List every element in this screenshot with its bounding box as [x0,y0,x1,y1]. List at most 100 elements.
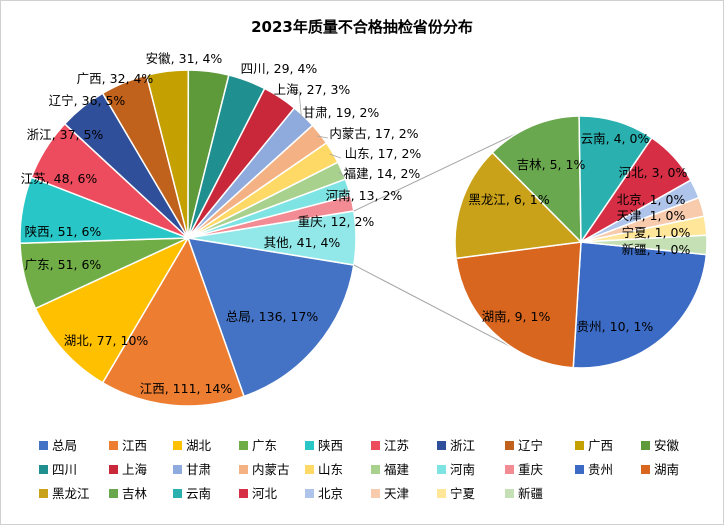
secondary-label-0: 贵州, 10, 1% [577,319,654,334]
legend-label-10: 四川 [52,462,77,477]
secondary-label-9: 新疆, 1, 0% [622,242,691,257]
data-label-12: 甘肃, 19, 2% [303,105,380,120]
legend-label-17: 重庆 [518,462,544,477]
secondary-slice-4 [578,115,653,245]
data-label-15: 福建, 14, 2% [344,166,421,181]
pie-slice-2 [34,236,190,384]
chart-title: 2023年质量不合格抽检省份分布 [251,18,473,36]
data-label-16: 河南, 13, 2% [326,188,403,203]
legend-swatch-19 [641,465,650,474]
secondary-slice-9 [580,234,708,256]
legend-label-8: 广西 [588,438,613,453]
data-label-9: 安徽, 31, 4% [146,51,223,66]
secondary-label-2: 黑龙江, 6, 1% [468,192,549,207]
data-label-17: 重庆, 12, 2% [298,214,375,229]
legend-label-15: 福建 [384,462,410,477]
legend-swatch-16 [437,465,446,474]
legend-swatch-12 [173,465,182,474]
legend-swatch-22 [173,489,182,498]
data-label-5: 江苏, 48, 6% [21,171,98,186]
pie-slice-18 [187,210,357,266]
pie-slice-0 [186,237,355,398]
legend-label-1: 江西 [122,438,147,453]
leader-line-16 [344,188,347,201]
legend-swatch-13 [239,465,248,474]
legend-label-14: 山东 [318,462,343,477]
legend-swatch-9 [641,441,650,450]
legend-swatch-1 [109,441,118,450]
connector-line-top [353,124,535,212]
secondary-label-7: 天津, 1, 0% [617,208,686,223]
secondary-pie [454,115,708,369]
legend-swatch-17 [505,465,514,474]
connector-line-bottom [353,264,535,360]
pie-slice-1 [101,236,245,407]
main-pie [19,69,357,407]
data-label-6: 浙江, 37, 5% [27,127,104,142]
legend-label-27: 新疆 [518,486,543,501]
legend-swatch-10 [39,465,48,474]
legend-label-13: 内蒙古 [252,462,290,477]
legend-label-23: 河北 [252,486,278,501]
legend-swatch-26 [437,489,446,498]
legend-swatch-24 [305,489,314,498]
leader-line-14 [329,153,342,159]
legend-label-9: 安徽 [654,438,680,453]
data-label-0: 总局, 136, 17% [226,309,319,324]
secondary-slice-2 [454,151,583,260]
legend-swatch-18 [575,465,584,474]
legend-label-0: 总局 [52,438,77,453]
leader-line-12 [298,90,302,119]
data-label-2: 湖北, 77, 10% [64,333,149,348]
legend-swatch-7 [505,441,514,450]
data-label-13: 内蒙古, 17, 2% [329,126,418,141]
data-label-1: 江西, 111, 14% [140,381,233,396]
legend-swatch-4 [305,441,314,450]
legend-label-2: 湖北 [186,438,212,453]
secondary-slice-1 [455,241,582,369]
legend-swatch-20 [39,489,48,498]
legend-label-21: 吉林 [122,486,148,501]
secondary-slice-0 [572,241,708,369]
legend-label-5: 江苏 [384,438,409,453]
legend-swatch-23 [239,489,248,498]
secondary-slice-3 [491,115,582,244]
secondary-pie-labels: 贵州, 10, 1% 湖南, 9, 1% 黑龙江, 6, 1% 吉林, 5, 1% 云南… [468,131,690,334]
legend-label-19: 湖南 [654,462,679,477]
legend-label-7: 辽宁 [518,438,543,453]
legend-swatch-11 [109,465,118,474]
legend-swatch-25 [371,489,380,498]
data-label-10: 四川, 29, 4% [241,61,318,76]
data-label-14: 山东, 17, 2% [345,146,422,161]
secondary-label-6: 北京, 1, 0% [617,192,686,207]
legend-label-18: 贵州 [588,462,613,477]
legend-label-22: 云南 [186,486,211,501]
legend-label-12: 甘肃 [186,462,211,477]
legend-swatch-14 [305,465,314,474]
legend-label-4: 陕西 [318,438,343,453]
secondary-label-8: 宁夏, 1, 0% [622,225,691,240]
secondary-label-5: 河北, 3, 0% [619,165,688,180]
legend-swatch-2 [173,441,182,450]
main-pie-labels: 总局, 136, 17% 江西, 111, 14% 湖北, 77, 10% 广东, 5… [21,51,422,396]
legend-swatch-0 [39,441,48,450]
legend-label-26: 宁夏 [450,486,476,501]
legend-swatch-6 [437,441,446,450]
legend-label-20: 黑龙江 [52,486,90,501]
legend-label-11: 上海 [122,462,148,477]
data-label-11: 上海, 27, 3% [274,82,351,97]
legend-label-25: 天津 [384,486,409,501]
secondary-label-1: 湖南, 9, 1% [482,309,551,324]
legend-swatch-15 [371,465,380,474]
legend-swatch-5 [371,441,380,450]
legend-label-16: 河南 [450,462,475,477]
connector-lines [353,124,535,360]
legend-swatch-3 [239,441,248,450]
leader-line-13 [317,135,329,139]
secondary-label-3: 吉林, 5, 1% [517,157,586,172]
leader-line-15 [338,171,347,179]
legend-swatch-27 [505,489,514,498]
